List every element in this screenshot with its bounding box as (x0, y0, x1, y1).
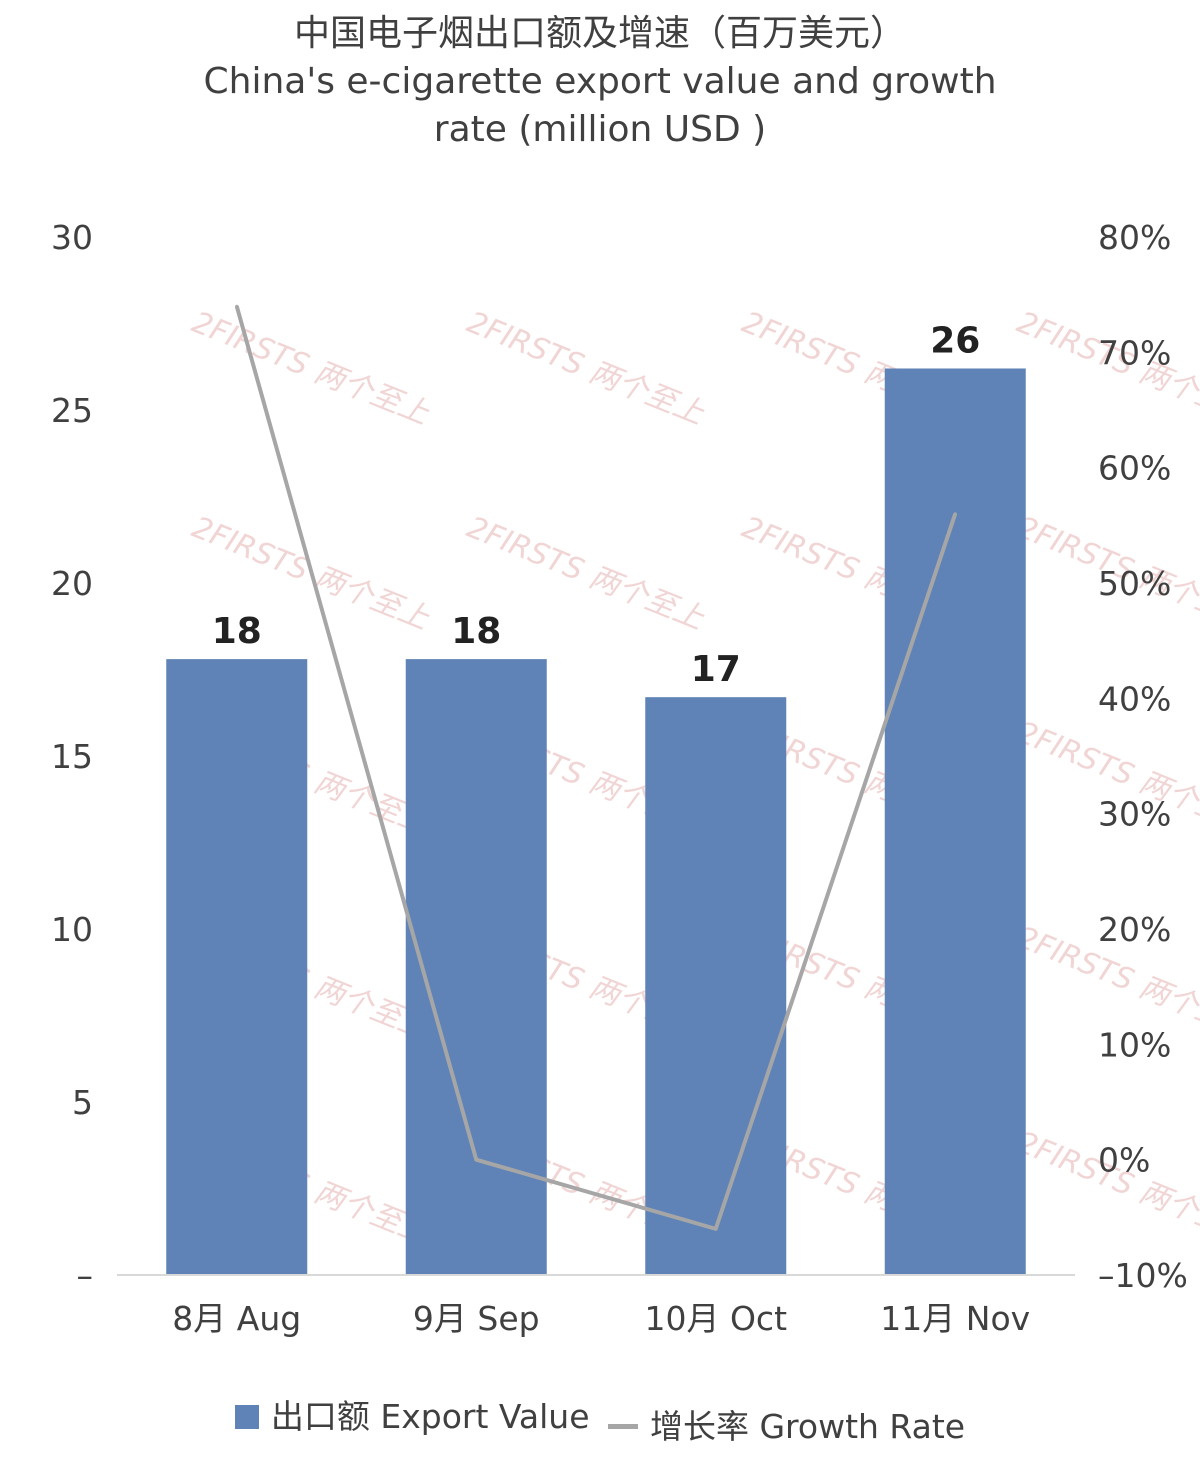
y-right-tick-label: 0% (1098, 1141, 1150, 1180)
watermark-text: 2FIRSTS 两个至上 (187, 305, 435, 432)
bar-series (166, 368, 1026, 1276)
bar-data-label: 18 (451, 611, 501, 652)
y-left-tick-label: – (77, 1256, 94, 1295)
bar-data-label: 18 (212, 611, 262, 652)
y-right-tick-label: 70% (1098, 333, 1171, 372)
x-tick-label: 9月 Sep (413, 1299, 540, 1338)
y-right-tick-label: 30% (1098, 795, 1171, 834)
bar-data-label: 26 (930, 320, 980, 361)
legend-label-export: 出口额 Export Value (270, 1397, 590, 1436)
legend-swatch-bar (234, 1405, 259, 1429)
y-left-tick-label: 10 (51, 910, 93, 949)
bar (645, 697, 787, 1275)
bar-data-label: 17 (691, 649, 741, 690)
chart-plot: 2FIRSTS 两个至上 2FIRSTS 两个至上 2FIRSTS 两个至上 2FIR… (51, 218, 1200, 1338)
y-right-tick-label: 40% (1098, 679, 1171, 718)
bar (166, 659, 308, 1275)
growth-point (474, 1158, 478, 1162)
legend-item-export: 出口额 Export Value (234, 1395, 590, 1439)
y-left-tick-label: 5 (72, 1083, 93, 1122)
y-left-tick-label: 30 (51, 218, 93, 257)
y-left-tick-label: 25 (51, 391, 93, 430)
data-labels: 18 18 17 26 (212, 320, 981, 690)
chart-title-cn: 中国电子烟出口额及增速（百万美元） (293, 13, 906, 54)
y-left-tick-label: 15 (51, 737, 93, 776)
x-tick-label: 8月 Aug (172, 1299, 301, 1338)
growth-point (953, 512, 957, 516)
watermark-text: 2FIRSTS 两个至上 (462, 305, 710, 432)
y-axis-right: –10% 0% 10% 20% 30% 40% 50% 60% 70% 80% (1098, 218, 1188, 1295)
y-left-tick-label: 20 (51, 564, 93, 603)
x-tick-label: 10月 Oct (644, 1299, 787, 1338)
growth-point (714, 1227, 718, 1231)
y-right-tick-label: 80% (1098, 218, 1171, 257)
chart-subtitle-line1: China's e-cigarette export value and gro… (203, 61, 997, 102)
chart-title: 中国电子烟出口额及增速（百万美元） China's e-cigarette ex… (0, 10, 1200, 154)
legend-swatch-line (608, 1424, 638, 1429)
legend-item-growth: 增长率 Growth Rate (608, 1405, 965, 1449)
growth-line (234, 305, 958, 1231)
growth-line-series (234, 304, 958, 1231)
y-axis-left: – 5 10 15 20 25 30 (51, 218, 93, 1295)
y-right-tick-label: –10% (1098, 1256, 1188, 1295)
x-axis-ticks: 8月 Aug 9月 Sep 10月 Oct 11月 Nov (172, 1299, 1030, 1338)
y-right-tick-label: 20% (1098, 910, 1171, 949)
y-right-tick-label: 10% (1098, 1025, 1171, 1064)
chart-subtitle-line2: rate (million USD ) (433, 109, 767, 150)
bar (884, 368, 1026, 1276)
x-tick-label: 11月 Nov (880, 1299, 1030, 1338)
y-right-tick-label: 50% (1098, 564, 1171, 603)
legend: 出口额 Export Value 增长率 Growth Rate (0, 1395, 1200, 1449)
legend-label-growth: 增长率 Growth Rate (650, 1406, 966, 1446)
growth-point (235, 304, 239, 308)
bar (405, 659, 547, 1275)
y-right-tick-label: 60% (1098, 449, 1171, 488)
